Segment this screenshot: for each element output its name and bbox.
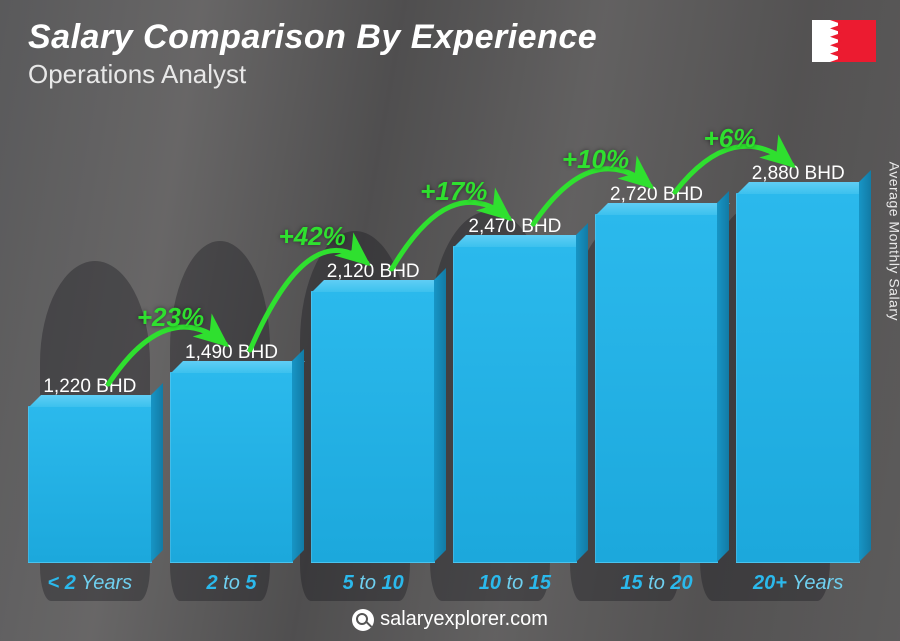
bar [311, 291, 435, 563]
bar [453, 246, 577, 563]
page-subtitle: Operations Analyst [28, 59, 872, 90]
x-axis-label: 10 to 15 [453, 572, 577, 595]
header: Salary Comparison By Experience Operatio… [28, 18, 872, 90]
bar [28, 406, 152, 563]
search-icon [352, 609, 374, 631]
footer-text: salaryexplorer.com [380, 608, 548, 631]
bar [736, 193, 860, 563]
page-title: Salary Comparison By Experience [28, 18, 872, 57]
increase-pct-label: +6% [704, 123, 757, 154]
country-flag-icon [812, 20, 876, 62]
increase-pct-label: +10% [562, 144, 629, 175]
bar-wrap: 2,720 BHD [595, 184, 719, 563]
increase-pct-label: +42% [279, 221, 346, 252]
x-axis-label: 20+ Years [736, 572, 860, 595]
salary-bar-chart: 1,220 BHD1,490 BHD2,120 BHD2,470 BHD2,72… [28, 120, 860, 581]
y-axis-label: Average Monthly Salary [886, 161, 900, 320]
x-axis-label: < 2 Years [28, 572, 152, 595]
bar-wrap: 2,880 BHD [736, 163, 860, 563]
bar [170, 372, 294, 563]
bar [595, 214, 719, 563]
footer: salaryexplorer.com [0, 608, 900, 631]
bar-wrap: 1,490 BHD [170, 342, 294, 563]
increase-pct-label: +17% [420, 176, 487, 207]
x-axis-label: 15 to 20 [595, 572, 719, 595]
x-axis-label: 5 to 10 [311, 572, 435, 595]
increase-pct-label: +23% [137, 302, 204, 333]
bar-wrap: 2,470 BHD [453, 216, 577, 563]
bar-wrap: 2,120 BHD [311, 261, 435, 563]
x-axis-label: 2 to 5 [170, 572, 294, 595]
bar-wrap: 1,220 BHD [28, 376, 152, 563]
